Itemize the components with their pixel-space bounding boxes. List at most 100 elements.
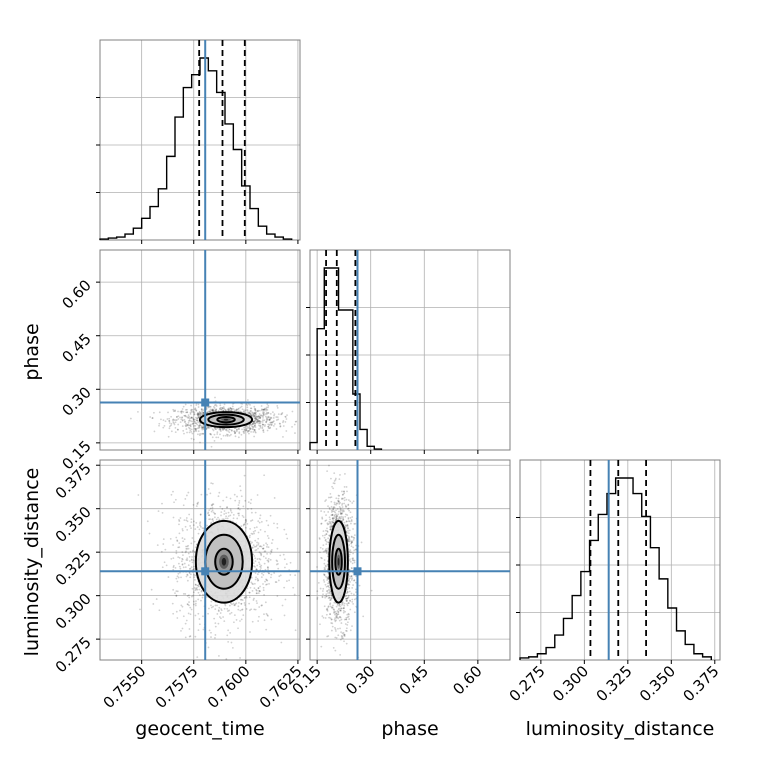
sample-point xyxy=(199,424,201,427)
histogram-panel-luminosity-distance xyxy=(516,459,721,664)
sample-point xyxy=(195,422,198,425)
sample-point xyxy=(243,602,246,604)
sample-point xyxy=(247,429,250,432)
sample-point xyxy=(184,420,187,423)
sample-point xyxy=(209,507,212,510)
sample-point xyxy=(161,502,163,505)
sample-point xyxy=(192,417,195,420)
sample-point xyxy=(340,609,342,612)
sample-point xyxy=(234,603,237,606)
sample-point xyxy=(254,410,257,412)
sample-point xyxy=(191,556,193,558)
sample-point xyxy=(341,497,343,500)
sample-point xyxy=(200,590,203,593)
sample-point xyxy=(206,411,209,414)
sample-point xyxy=(189,573,192,576)
sample-point xyxy=(189,606,192,609)
sample-point xyxy=(214,512,217,515)
sample-point xyxy=(344,505,347,508)
sample-point xyxy=(199,513,202,516)
sample-point xyxy=(321,516,324,519)
sample-point xyxy=(249,609,251,612)
sample-point xyxy=(195,505,198,507)
sample-point xyxy=(332,521,335,523)
sample-point xyxy=(329,528,332,531)
sample-point xyxy=(350,520,353,523)
sample-point xyxy=(243,597,246,599)
sample-point xyxy=(265,411,268,414)
sample-point xyxy=(182,566,185,569)
sample-point xyxy=(261,427,264,430)
sample-point xyxy=(240,495,243,498)
sample-point xyxy=(161,511,164,514)
sample-point xyxy=(265,421,268,424)
sample-point xyxy=(193,540,196,543)
sample-point xyxy=(270,576,272,579)
sample-point xyxy=(223,427,225,430)
sample-point xyxy=(189,427,191,430)
sample-point xyxy=(220,409,223,411)
sample-point xyxy=(249,502,252,505)
sample-point xyxy=(248,425,251,428)
sample-point xyxy=(349,581,351,583)
sample-point xyxy=(258,420,261,422)
sample-point xyxy=(216,604,218,607)
sample-point xyxy=(242,430,245,433)
sample-point xyxy=(237,627,239,630)
sample-point xyxy=(191,408,194,411)
sample-point xyxy=(185,547,188,550)
sample-point xyxy=(329,496,332,499)
sample-point xyxy=(346,490,348,493)
sample-point xyxy=(251,519,254,522)
sample-point xyxy=(326,608,329,610)
sample-point xyxy=(197,501,200,504)
sample-point xyxy=(348,540,351,542)
sample-point xyxy=(323,580,326,583)
sample-point xyxy=(347,517,350,520)
sample-point xyxy=(345,616,348,619)
sample-point xyxy=(220,617,222,620)
sample-point xyxy=(225,433,228,436)
sample-point xyxy=(197,413,200,416)
sample-point xyxy=(212,410,215,413)
sample-point xyxy=(238,512,240,515)
sample-point xyxy=(151,417,154,419)
sample-point xyxy=(329,525,332,528)
sample-point xyxy=(324,529,327,532)
sample-point xyxy=(202,411,205,414)
sample-point xyxy=(256,494,259,496)
sample-point xyxy=(228,434,231,437)
sample-point xyxy=(210,409,213,412)
sample-point xyxy=(277,579,280,582)
sample-point xyxy=(333,480,336,482)
sample-point xyxy=(331,485,333,488)
sample-point xyxy=(189,413,192,415)
sample-point xyxy=(219,429,222,431)
sample-point xyxy=(218,428,221,431)
sample-point xyxy=(216,431,219,434)
sample-point xyxy=(187,423,189,426)
sample-point xyxy=(254,529,257,532)
sample-point xyxy=(172,410,175,413)
sample-point xyxy=(172,418,175,421)
sample-point xyxy=(202,432,204,435)
sample-point xyxy=(253,608,256,611)
sample-point xyxy=(345,486,348,488)
sample-point xyxy=(254,416,257,419)
sample-point xyxy=(198,411,201,413)
sample-point xyxy=(222,434,225,437)
sample-point xyxy=(251,414,253,417)
sample-point xyxy=(322,579,325,581)
sample-point xyxy=(326,589,329,592)
sample-point xyxy=(202,411,205,414)
sample-point xyxy=(256,592,258,595)
sample-point xyxy=(343,490,345,493)
sample-point xyxy=(188,594,190,597)
sample-point xyxy=(230,429,233,431)
sample-point xyxy=(250,430,252,433)
sample-point xyxy=(331,606,333,608)
sample-point xyxy=(208,426,211,429)
sample-point xyxy=(347,540,350,543)
sample-point xyxy=(346,623,349,626)
sample-point xyxy=(333,601,336,604)
